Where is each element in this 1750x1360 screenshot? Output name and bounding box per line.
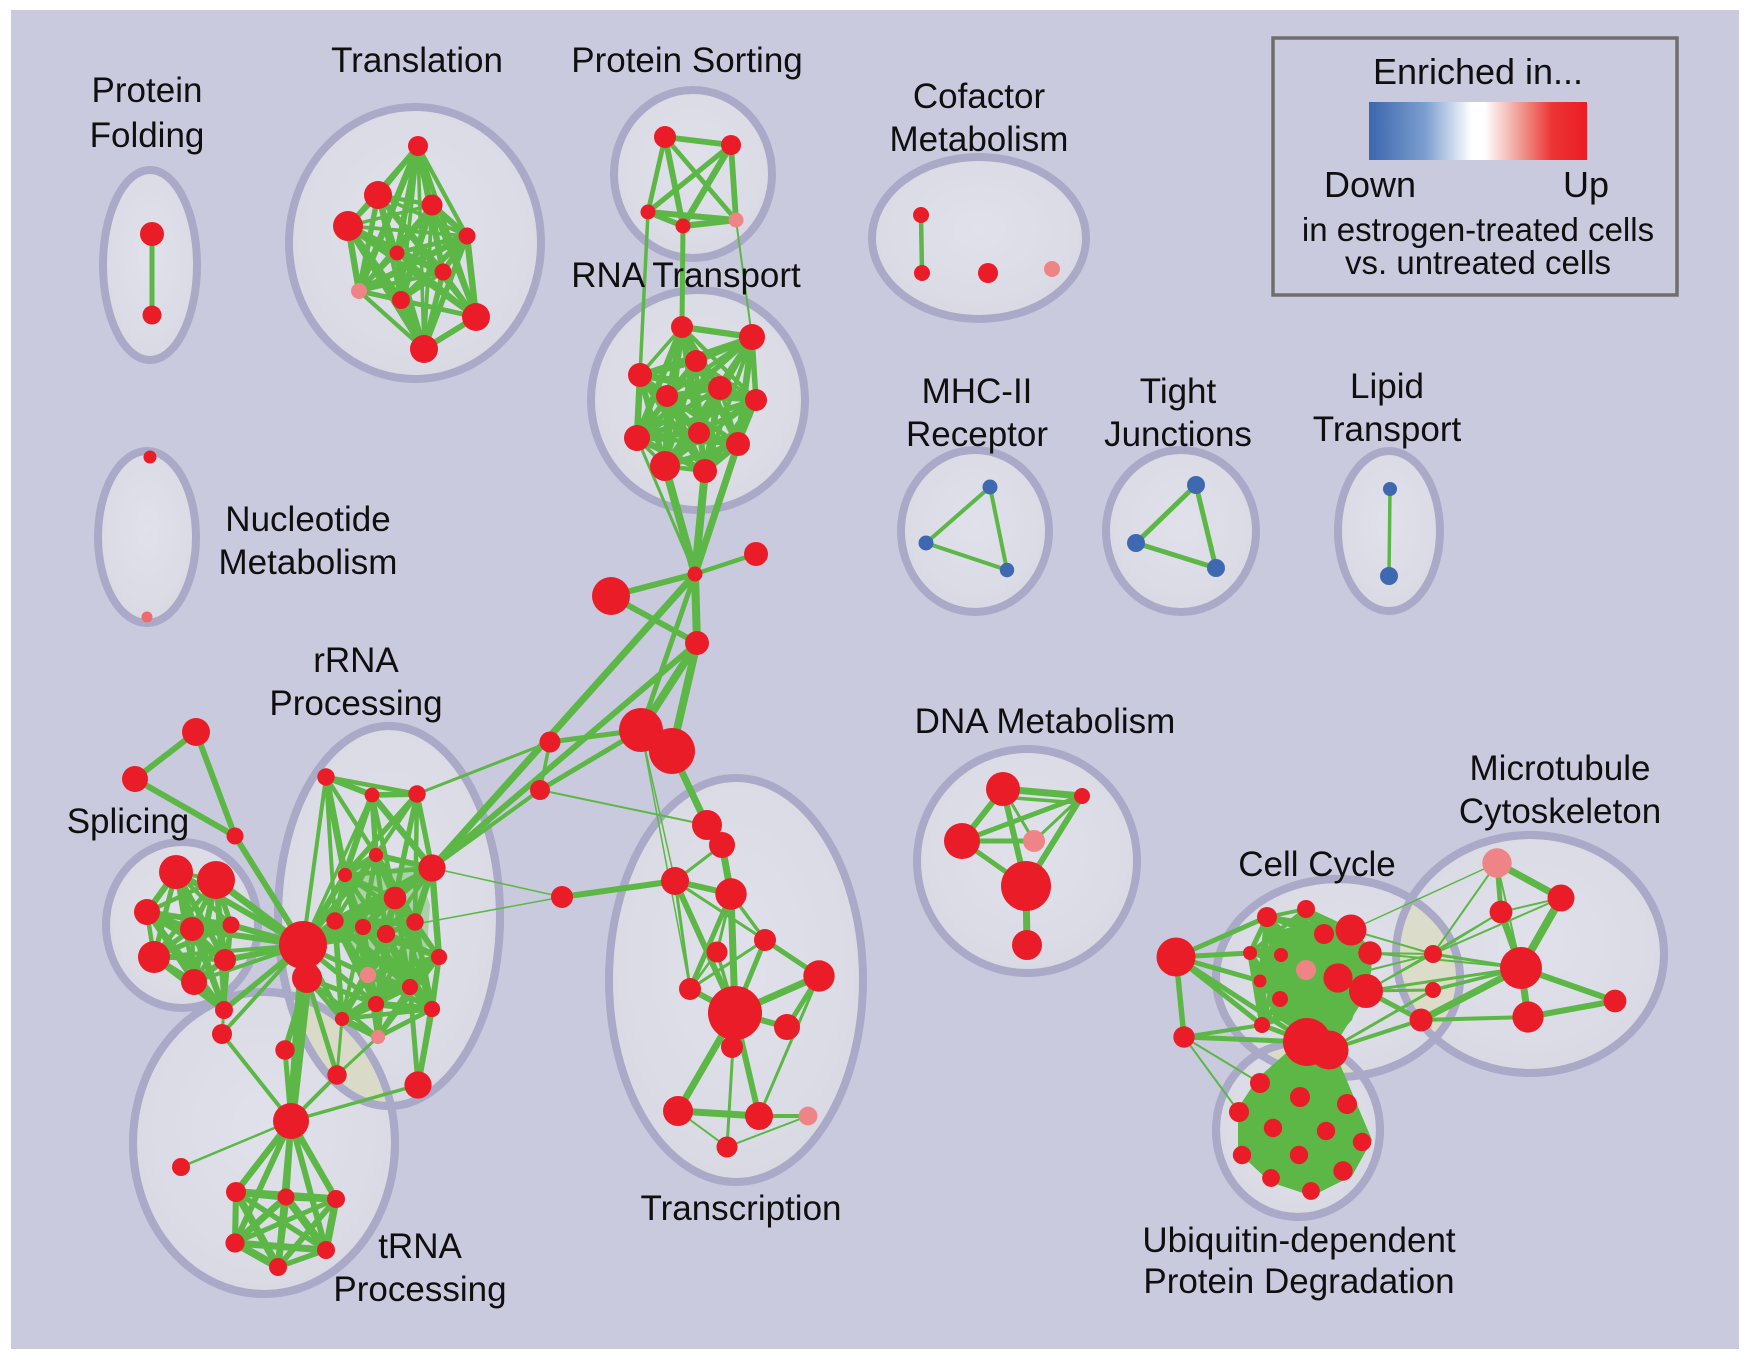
svg-text:Splicing: Splicing: [67, 802, 190, 841]
svg-text:Cell Cycle: Cell Cycle: [1238, 845, 1396, 884]
svg-text:Protein: Protein: [92, 71, 203, 110]
svg-text:Cofactor: Cofactor: [913, 77, 1046, 116]
svg-text:Up: Up: [1563, 164, 1609, 205]
svg-text:Transcription: Transcription: [641, 1189, 842, 1228]
svg-text:Processing: Processing: [333, 1270, 506, 1309]
svg-text:Lipid: Lipid: [1350, 367, 1424, 406]
svg-text:Enriched in...: Enriched in...: [1373, 51, 1583, 92]
svg-text:RNA Transport: RNA Transport: [571, 256, 801, 295]
svg-text:Folding: Folding: [90, 116, 205, 155]
svg-text:Metabolism: Metabolism: [890, 120, 1069, 159]
svg-text:Protein Sorting: Protein Sorting: [571, 41, 803, 80]
svg-text:DNA Metabolism: DNA Metabolism: [915, 702, 1176, 741]
svg-text:Protein Degradation: Protein Degradation: [1143, 1262, 1454, 1301]
svg-text:Junctions: Junctions: [1104, 415, 1252, 454]
svg-text:Receptor: Receptor: [906, 415, 1048, 454]
svg-text:vs. untreated cells: vs. untreated cells: [1345, 244, 1611, 281]
svg-text:Cytoskeleton: Cytoskeleton: [1459, 792, 1661, 831]
svg-text:MHC-II: MHC-II: [922, 372, 1033, 411]
svg-text:Down: Down: [1324, 164, 1416, 205]
svg-text:rRNA: rRNA: [313, 641, 399, 680]
svg-text:Transport: Transport: [1313, 410, 1462, 449]
svg-text:Tight: Tight: [1140, 372, 1217, 411]
svg-text:Nucleotide: Nucleotide: [225, 500, 390, 539]
svg-text:in estrogen-treated cells: in estrogen-treated cells: [1302, 211, 1654, 248]
svg-text:Metabolism: Metabolism: [219, 543, 398, 582]
svg-text:tRNA: tRNA: [378, 1227, 462, 1266]
svg-text:Translation: Translation: [331, 41, 503, 80]
svg-text:Processing: Processing: [269, 684, 442, 723]
svg-text:Ubiquitin-dependent: Ubiquitin-dependent: [1142, 1221, 1456, 1260]
svg-text:Microtubule: Microtubule: [1470, 749, 1651, 788]
